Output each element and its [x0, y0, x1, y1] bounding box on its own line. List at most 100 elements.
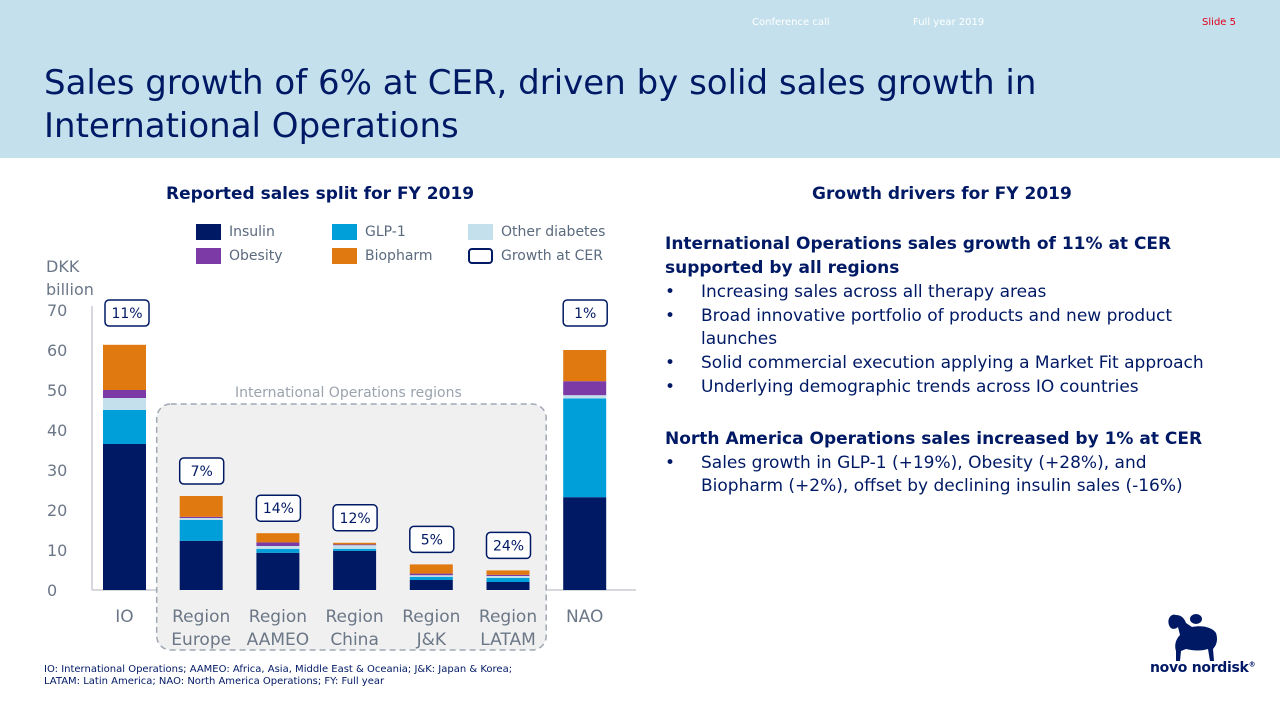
bar-segment-other-diabetes: [563, 395, 607, 399]
growth-label-box: [562, 299, 608, 327]
y-axis-title: DKK billion: [46, 257, 94, 299]
chart-subtitle: Reported sales split for FY 2019: [166, 184, 475, 204]
growth-label: 14%: [263, 501, 294, 517]
na-bullet: • Sales growth in GLP-1 (+19%), Obesity (…: [665, 452, 1225, 498]
io-bullet: • Solid commercial execution applying a M…: [665, 352, 1225, 375]
io-bullet: • Underlying demographic trends across IO…: [665, 376, 1225, 399]
bar-segment-glp-1: [409, 576, 453, 580]
bar-segment-other-diabetes: [103, 398, 146, 410]
legend-growth: Growth at CER: [468, 248, 603, 264]
x-tick-label: NAO: [566, 607, 603, 627]
period-label: Full year 2019: [913, 17, 985, 28]
growth-drivers-panel: International Operations sales growth of…: [665, 232, 1225, 498]
bar-segment-other-diabetes: [486, 576, 530, 578]
bar-segment-glp-1: [333, 548, 377, 551]
io-bullet-text: Broad innovative portfolio of products a…: [701, 306, 1172, 349]
x-tick-label: Region: [172, 607, 230, 627]
io-regions-group-label: International Operations regions: [235, 385, 462, 401]
growth-label: 5%: [421, 532, 443, 548]
legend-swatch-growth: [468, 248, 493, 264]
bullet-dot: •: [665, 353, 676, 373]
growth-label-box: [178, 457, 225, 485]
growth-label-box: [255, 494, 302, 522]
y-tick-label: 50: [47, 381, 67, 400]
x-tick-label: LATAM: [480, 630, 536, 650]
x-tick-label: Region: [325, 607, 383, 627]
y-tick-label: 10: [47, 541, 67, 560]
bar-segment-biopharm: [256, 533, 300, 543]
io-bullet-text: Increasing sales across all therapy area…: [701, 282, 1047, 302]
bar-segment-obesity: [486, 574, 530, 576]
bar-segment-insulin: [103, 444, 146, 590]
legend-swatch-insulin: [196, 224, 221, 240]
bar-segment-other-diabetes: [179, 518, 223, 520]
bar-segment-glp-1: [103, 410, 146, 444]
growth-label-box: [485, 531, 532, 560]
y-tick-label: 40: [47, 421, 67, 440]
growth-label: 11%: [111, 306, 142, 322]
io-bullet-text: Underlying demographic trends across IO …: [701, 377, 1139, 397]
legend-biopharm: Biopharm: [332, 248, 433, 264]
bar-segment-glp-1: [563, 398, 607, 498]
growth-label: 12%: [340, 511, 371, 527]
bar-segment-glp-1: [486, 578, 530, 582]
apis-bull-icon: [1168, 614, 1217, 661]
io-bullet: • Increasing sales across all therapy are…: [665, 281, 1225, 304]
sales-split-chart: 0 10 20 30 40 50 60 70 International Operations …: [47, 299, 636, 651]
bar-segment-insulin: [179, 540, 223, 590]
x-tick-label: AAMEO: [247, 630, 310, 650]
na-heading: North America Operations sales increased…: [665, 429, 1203, 449]
bar-segment-obesity: [256, 542, 300, 546]
bar-segment-biopharm: [486, 570, 530, 575]
legend-obesity: Obesity: [196, 248, 282, 264]
bar-segment-obesity: [333, 544, 377, 546]
bar-segment-insulin: [563, 497, 607, 590]
io-bullet: • Broad innovative portfolio of products …: [665, 305, 1225, 351]
header-banner: [0, 0, 1280, 158]
bullet-dot: •: [665, 453, 676, 473]
bar-segment-insulin: [256, 552, 300, 590]
title-line-1: Sales growth of 6% at CER, driven by sol…: [44, 63, 1037, 103]
y-tick-label: 0: [47, 581, 57, 600]
y-tick-label: 70: [47, 301, 67, 320]
bar-segment-glp-1: [179, 520, 223, 541]
y-tick-label: 20: [47, 501, 67, 520]
title-line-2: International Operations: [44, 106, 459, 146]
x-tick-label: IO: [115, 607, 133, 627]
bar-segment-obesity: [179, 516, 223, 518]
bar-segment-other-diabetes: [409, 575, 453, 577]
bar-segment-glp-1: [256, 548, 300, 553]
bar-segment-other-diabetes: [333, 545, 377, 549]
chart-legend: Insulin GLP-1 Other diabetes Obesity Bio…: [196, 224, 626, 268]
io-heading: International Operations sales growth of…: [665, 234, 1172, 278]
x-tick-label: J&K: [416, 630, 447, 650]
bullet-dot: •: [665, 282, 676, 302]
bullet-dot: •: [665, 306, 676, 326]
logo-wordmark: novo nordisk®: [1150, 660, 1256, 676]
conference-label: Conference call: [752, 17, 830, 28]
y-tick-label: 60: [47, 341, 67, 360]
bullet-dot: •: [665, 377, 676, 397]
bar-segment-biopharm: [333, 542, 377, 545]
bar-segment-biopharm: [563, 350, 607, 382]
x-tick-label: Europe: [171, 630, 231, 650]
legend-glp1: GLP-1: [332, 224, 406, 240]
growth-label: 1%: [574, 306, 596, 322]
bar-segment-insulin: [409, 580, 453, 590]
growth-label: 24%: [493, 538, 524, 554]
bar-segment-obesity: [409, 573, 453, 576]
legend-swatch-obesity: [196, 248, 221, 264]
legend-swatch-other-diabetes: [468, 224, 493, 240]
growth-label-box: [409, 525, 455, 554]
slide-title: Sales growth of 6% at CER, driven by sol…: [44, 62, 1194, 148]
slide-number: Slide 5: [1202, 17, 1236, 28]
bar-segment-biopharm: [179, 496, 223, 517]
footnote: IO: International Operations; AAMEO: Afr…: [44, 664, 513, 687]
bar-segment-biopharm: [103, 344, 146, 390]
drivers-subtitle: Growth drivers for FY 2019: [812, 184, 1072, 204]
growth-label: 7%: [191, 464, 213, 480]
x-tick-label: Region: [249, 607, 307, 627]
x-tick-label: Region: [402, 607, 460, 627]
x-tick-label: Region: [479, 607, 537, 627]
legend-swatch-glp1: [332, 224, 357, 240]
